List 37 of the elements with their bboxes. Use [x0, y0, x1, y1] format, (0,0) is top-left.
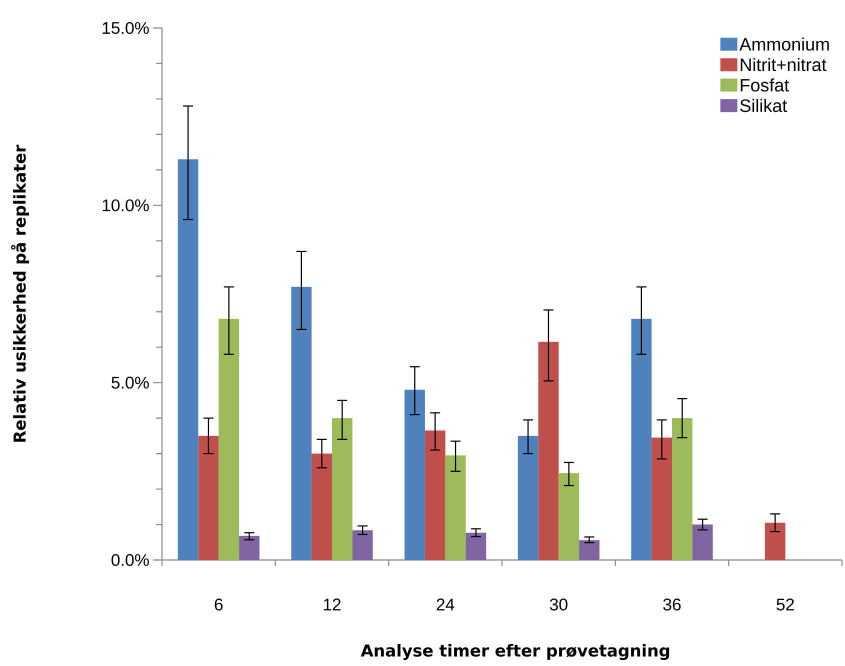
bar [445, 455, 466, 560]
bar [404, 390, 425, 560]
bar [672, 418, 692, 560]
bar [352, 530, 373, 560]
bar [239, 536, 260, 560]
bar [579, 540, 600, 560]
bar [178, 159, 198, 560]
bar [291, 286, 312, 560]
y-tick-label: 0.0% [112, 554, 149, 566]
x-axis-title: Analyse timer efter prøvetagning [360, 644, 670, 660]
bar [538, 342, 559, 560]
x-tick-label: 12 [324, 598, 341, 610]
bar [218, 318, 240, 560]
bar [424, 430, 446, 560]
y-axis-title: Relativ usikkerhed på replikater [10, 144, 30, 442]
bar [692, 524, 713, 560]
bar [558, 473, 580, 560]
bar [198, 436, 219, 560]
legend-label: Silikat [740, 98, 788, 112]
legend-label: Fosfat [740, 78, 790, 92]
bar [312, 454, 332, 560]
bar [652, 438, 672, 560]
x-tick-label: 24 [436, 598, 454, 610]
legend-label: Ammonium [739, 37, 829, 51]
bar [631, 318, 652, 560]
bar [466, 532, 486, 560]
bar [518, 436, 538, 560]
bar [332, 418, 352, 560]
x-tick-label: 30 [550, 598, 568, 611]
x-tick-label: 36 [663, 598, 681, 611]
legend-label: Nitrit+nitrat [740, 58, 826, 72]
x-tick-label: 52 [776, 598, 794, 611]
y-tick-label: 5.0% [112, 376, 149, 389]
x-tick-label: 6 [214, 598, 223, 611]
bar [764, 522, 786, 560]
y-tick-label: 10.0% [102, 199, 149, 212]
y-tick-label: 15.0% [102, 22, 149, 34]
